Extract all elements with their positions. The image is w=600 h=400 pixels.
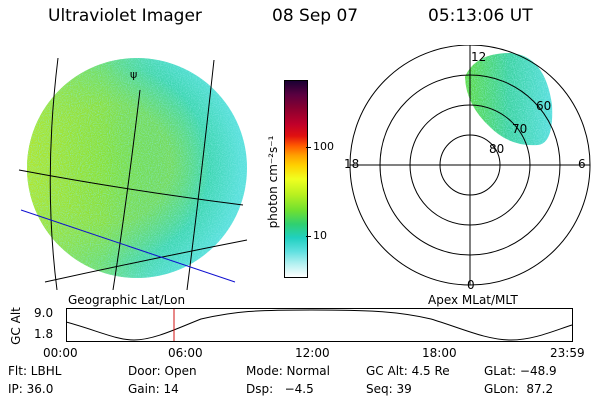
- colorbar-tick-100: 100: [313, 140, 334, 153]
- altitude-axis-label: GC Alt: [9, 307, 23, 345]
- geographic-uv-image: ψ: [18, 57, 248, 290]
- altitude-tick-1-8: 1.8: [34, 327, 54, 341]
- colorbar-axis-label: photon cm⁻²s⁻¹: [266, 135, 280, 229]
- polar-plot: 12 18 6 0 60 70 80: [344, 45, 591, 290]
- gain-info: Gain: 14: [128, 382, 179, 396]
- time-tick-0000: 00:00: [43, 346, 78, 360]
- altitude-plot: [66, 308, 573, 342]
- polar-grid: [349, 45, 591, 286]
- lat-lon-grid: [18, 57, 248, 290]
- altitude-tick-9: 9.0: [34, 306, 54, 320]
- ip-info: IP: 36.0: [8, 382, 54, 396]
- time-tick-0600: 06:00: [168, 346, 203, 360]
- gc-alt-info: GC Alt: 4.5 Re: [366, 364, 450, 378]
- sun-glyph: ψ: [130, 68, 137, 81]
- time-tick-1200: 12:00: [295, 346, 330, 360]
- terminator-line: [20, 209, 236, 283]
- date-label: 08 Sep 07: [272, 6, 359, 26]
- mlat-label-80: 80: [489, 142, 504, 156]
- time-label: 05:13:06 UT: [428, 6, 533, 26]
- geographic-caption: Geographic Lat/Lon: [68, 293, 186, 307]
- flt-info: Flt: LBHL: [8, 364, 62, 378]
- colorbar-tick-10: 10: [313, 229, 327, 242]
- time-tick-2359: 23:59: [550, 346, 585, 360]
- instrument-title: Ultraviolet Imager: [48, 6, 202, 26]
- colorbar: [284, 80, 308, 278]
- mlt-label-6: 6: [578, 157, 586, 171]
- mlt-label-0: 0: [467, 278, 475, 290]
- apex-caption: Apex MLat/MLT: [428, 293, 518, 307]
- seq-info: Seq: 39: [366, 382, 412, 396]
- dsp-info: Dsp: −4.5: [246, 382, 314, 396]
- time-tick-1800: 18:00: [422, 346, 457, 360]
- glat-info: GLat: −48.9: [484, 364, 557, 378]
- mlat-label-70: 70: [512, 122, 527, 136]
- altitude-curve: [66, 309, 573, 341]
- mlt-label-12: 12: [471, 50, 486, 64]
- mlat-label-60: 60: [536, 99, 551, 113]
- glon-info: GLon: 87.2: [484, 382, 554, 396]
- mode-info: Mode: Normal: [246, 364, 330, 378]
- mlt-label-18: 18: [344, 157, 359, 171]
- door-info: Door: Open: [128, 364, 197, 378]
